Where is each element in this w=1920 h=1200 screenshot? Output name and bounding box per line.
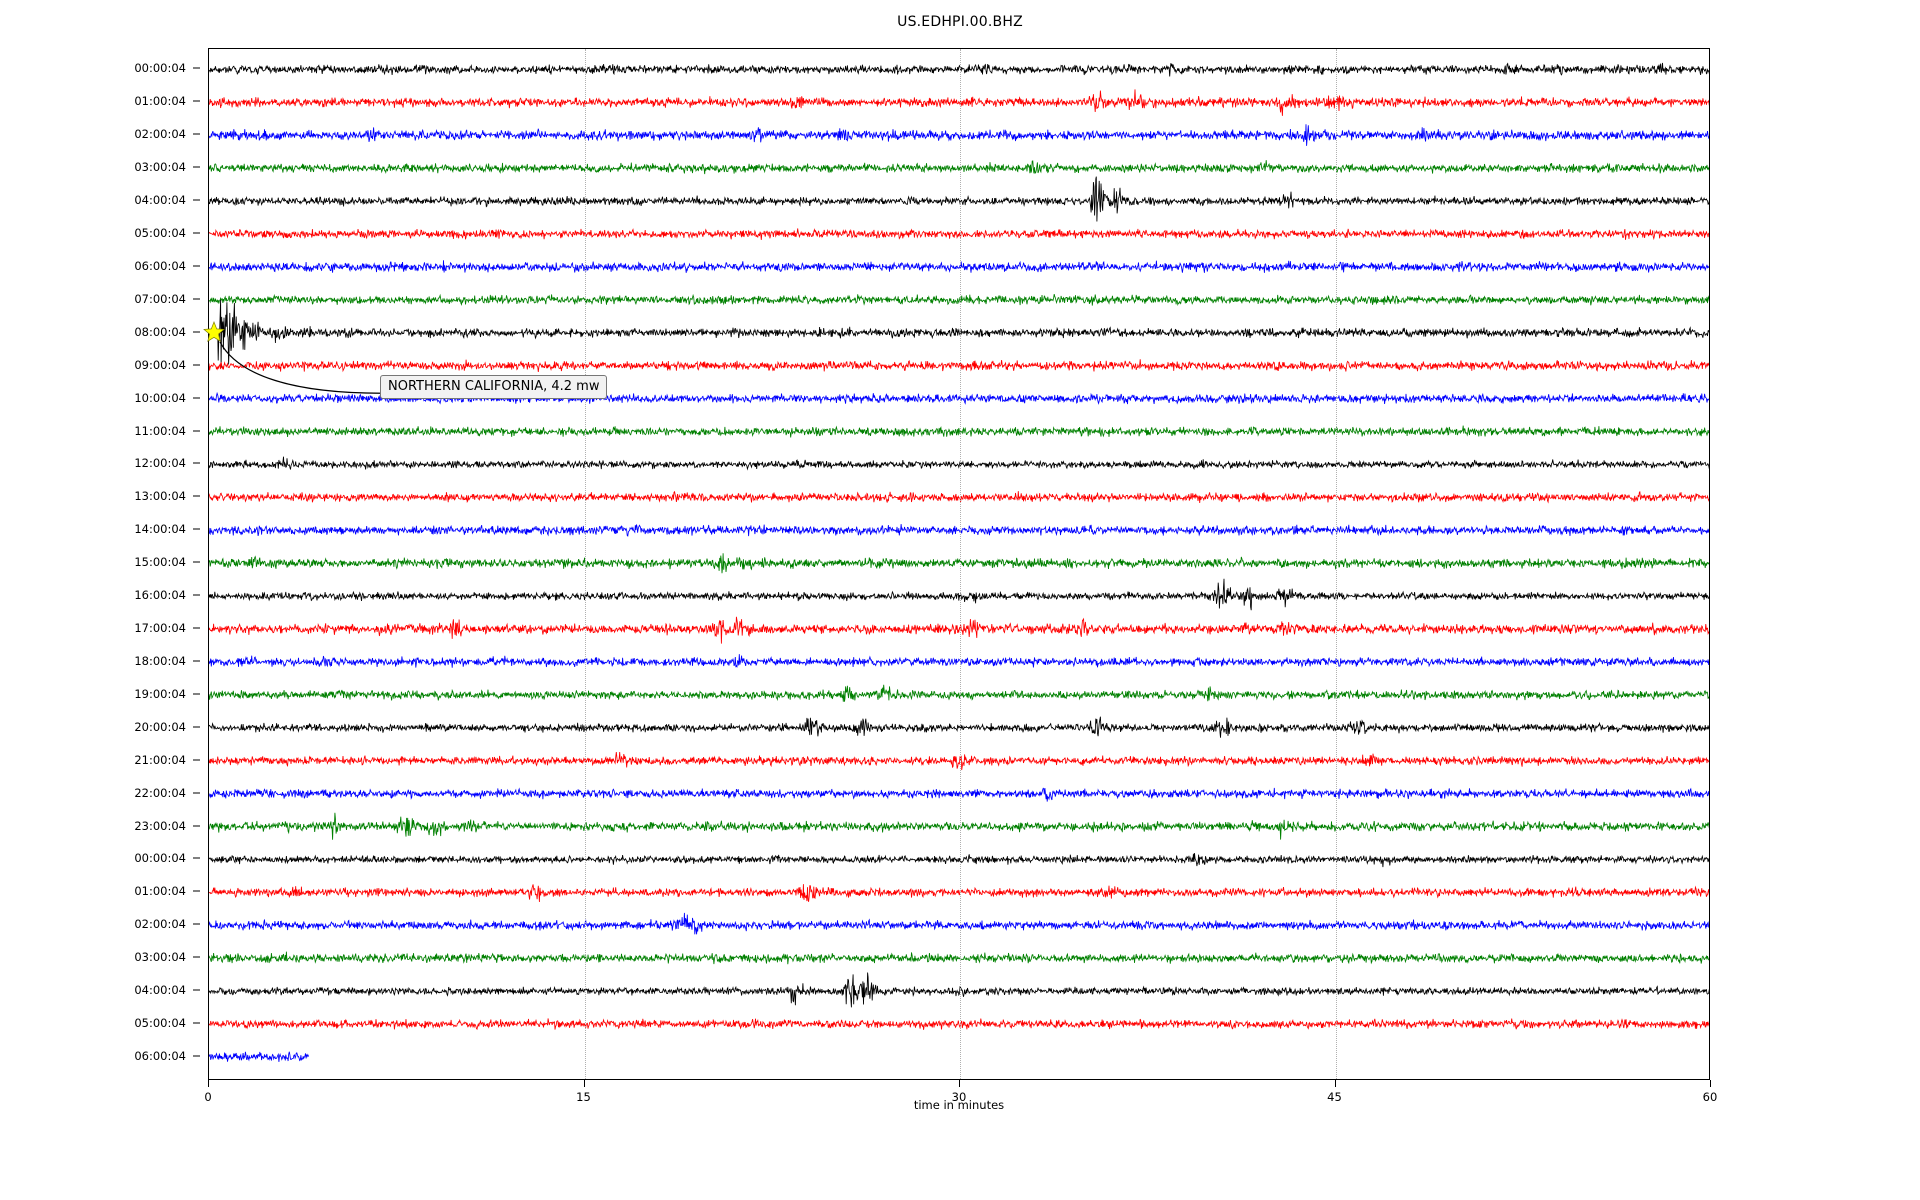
y-axis-tick-mark <box>193 199 200 201</box>
y-axis-tick-label: 05:00:04 <box>134 1016 186 1031</box>
y-axis-tick-mark <box>193 265 200 267</box>
x-axis-tick-label: 15 <box>576 1090 591 1104</box>
x-axis-tick-label: 60 <box>1702 1090 1718 1104</box>
y-axis-tick-label: 08:00:04 <box>134 324 186 339</box>
y-axis-tick-label: 10:00:04 <box>134 390 186 405</box>
x-axis-tick-mark <box>208 1080 209 1087</box>
x-axis-tick-mark <box>959 1080 960 1087</box>
y-axis-tick-label: 01:00:04 <box>134 884 186 899</box>
y-axis-tick-label: 01:00:04 <box>134 94 186 109</box>
y-axis-tick-label: 03:00:04 <box>134 950 186 965</box>
y-axis-tick-label: 04:00:04 <box>134 983 186 998</box>
y-axis-tick-mark <box>193 462 200 464</box>
x-axis-tick-container: 0 15 30 45 60 <box>204 1080 1717 1120</box>
y-axis-tick-label: 07:00:04 <box>134 291 186 306</box>
y-axis-tick-label: 00:00:04 <box>134 61 186 76</box>
x-axis-tick-label: 30 <box>951 1090 967 1104</box>
y-axis-tick-label: 06:00:04 <box>134 1048 186 1063</box>
y-axis-tick-mark <box>193 989 200 991</box>
y-axis-tick-mark <box>193 495 200 497</box>
y-axis-tick-mark <box>193 430 200 431</box>
y-axis-tick-mark <box>193 759 200 761</box>
y-axis-tick-label: 23:00:04 <box>134 818 186 833</box>
seismic-trace <box>209 1051 309 1062</box>
y-axis-tick-label: 06:00:04 <box>134 258 186 273</box>
y-axis-tick-mark <box>193 1055 200 1057</box>
event-annotation-label: NORTHERN CALIFORNIA, 4.2 mw <box>380 375 608 399</box>
y-axis-tick-mark <box>193 594 200 596</box>
y-axis-tick-label: 19:00:04 <box>134 686 186 701</box>
y-axis-tick-mark <box>193 627 200 629</box>
y-axis-tick-label: 21:00:04 <box>134 752 186 767</box>
y-axis-tick-mark <box>193 890 200 892</box>
y-axis-tick-label: 20:00:04 <box>134 719 186 734</box>
y-axis-tick-mark <box>193 660 200 662</box>
x-axis-tick-label: 45 <box>1327 1090 1342 1104</box>
y-axis-tick-label: 16:00:04 <box>134 588 186 603</box>
y-axis-tick-mark <box>193 67 200 69</box>
x-axis-tick-mark <box>1334 1080 1336 1087</box>
y-axis-tick-mark <box>193 166 200 168</box>
x-axis-title: time in minutes <box>913 1098 1005 1112</box>
y-axis-tick-mark <box>193 561 200 563</box>
y-axis-tick-mark <box>193 298 200 300</box>
y-axis-tick-label: 12:00:04 <box>134 456 186 471</box>
y-axis-tick-mark <box>193 1022 200 1024</box>
x-axis-tick-mark <box>583 1080 585 1087</box>
gridline-15 <box>584 49 586 1079</box>
y-axis-tick-label: 05:00:04 <box>134 226 186 240</box>
y-axis-tick-label: 14:00:04 <box>134 522 186 537</box>
gridline-30 <box>960 49 961 1079</box>
y-axis-tick-mark <box>193 693 200 695</box>
y-axis-tick-mark <box>193 397 200 399</box>
y-axis-tick-label: 13:00:04 <box>134 489 186 504</box>
gridline-45 <box>1335 49 1337 1079</box>
y-axis-tick-mark <box>193 133 200 135</box>
plot-area <box>208 48 1710 1080</box>
y-axis-tick-label: 02:00:04 <box>134 917 186 932</box>
y-axis-tick-label: 18:00:04 <box>134 653 186 668</box>
y-axis-tick-mark <box>193 364 200 366</box>
y-axis-tick-label: 15:00:04 <box>134 555 186 570</box>
y-axis-tick-container: 00:00:04 01:00:04 02:00:04 03:00:04 04:00:04… <box>0 48 200 1080</box>
y-axis-tick-mark <box>193 331 200 333</box>
y-axis-tick-mark <box>193 528 200 530</box>
x-axis-tick-mark <box>1710 1080 1711 1087</box>
y-axis-tick-mark <box>193 857 200 859</box>
y-axis-tick-mark <box>193 726 200 728</box>
y-axis-tick-label: 09:00:04 <box>134 357 186 372</box>
earthquake-star-icon <box>203 320 226 342</box>
y-axis-tick-label: 00:00:04 <box>134 851 186 866</box>
y-axis-tick-label: 04:00:04 <box>134 193 186 208</box>
y-axis-tick-label: 22:00:04 <box>134 785 186 800</box>
page-title: US.EDHPI.00.BHZ <box>897 14 1023 30</box>
y-axis-tick-mark <box>193 923 200 925</box>
y-axis-tick-mark <box>193 792 200 794</box>
y-axis-tick-mark <box>193 956 200 958</box>
y-axis-tick-label: 11:00:04 <box>134 423 186 438</box>
y-axis-tick-mark <box>193 100 200 102</box>
y-axis-tick-label: 02:00:04 <box>134 127 186 142</box>
y-axis-tick-mark <box>193 825 200 827</box>
y-axis-tick-mark <box>193 232 200 234</box>
y-axis-tick-label: 03:00:04 <box>134 160 186 175</box>
x-axis-tick-label: 0 <box>204 1090 212 1104</box>
y-axis-tick-label: 17:00:04 <box>134 621 186 636</box>
